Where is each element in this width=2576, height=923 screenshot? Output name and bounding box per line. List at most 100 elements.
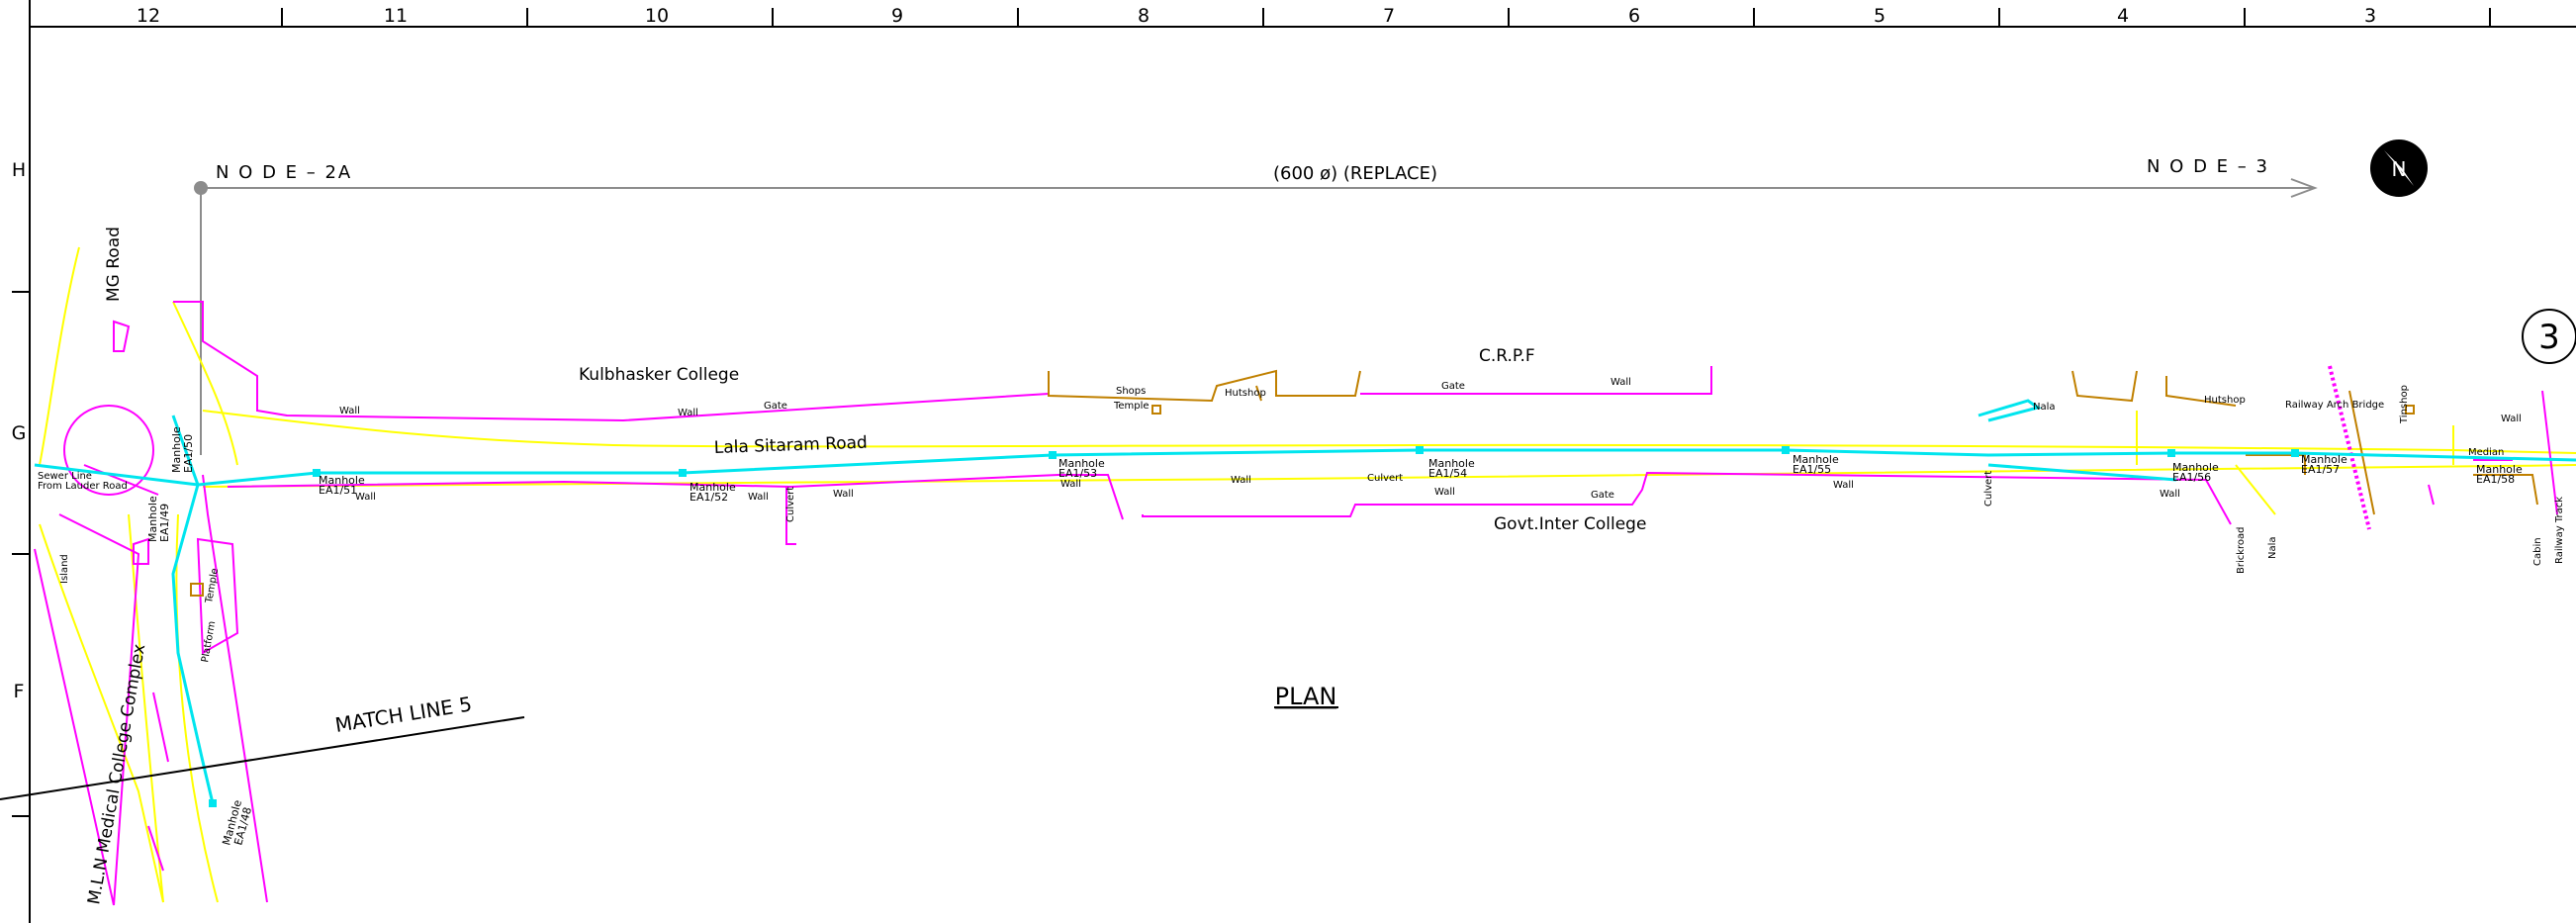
brickroad-label: Brickroad (2236, 526, 2247, 574)
manhole-name: Manhole (1058, 457, 1105, 470)
column-label: 10 (645, 5, 669, 27)
sewer-line-label: Sewer Line (38, 471, 92, 482)
wall-label: Wall (339, 406, 360, 416)
nala-label: Nala (2267, 536, 2278, 559)
culvert-label: Culvert (785, 487, 796, 522)
sheet-number-circle (2522, 309, 2576, 364)
wall-label: Wall (1610, 377, 1631, 388)
kulbhasker-label: Kulbhasker College (579, 365, 739, 385)
row-label: H (12, 159, 26, 181)
border-row-labels: H G F (12, 159, 27, 702)
wall-label: Wall (748, 492, 769, 503)
gate-label: Gate (764, 401, 787, 412)
manhole-name: Manhole (146, 496, 159, 542)
start-node-label: N O D E – 2A (216, 162, 352, 183)
manhole-id: EA1/51 (319, 484, 357, 497)
mg-road-label: MG Road (104, 227, 124, 302)
median-label: Median (2468, 447, 2504, 458)
sheet-border (12, 0, 2576, 923)
railway-track-label: Railway Track (2554, 497, 2565, 564)
culvert-label: Culvert (1983, 471, 1994, 507)
crpf-label: C.R.P.F (1479, 346, 1535, 366)
node-point (194, 181, 208, 195)
sheet-number: 3 (2538, 318, 2560, 357)
hutshop-label: Hutshop (1225, 388, 1266, 399)
svg-text:N: N (2392, 157, 2407, 181)
shops-label: Shops (1116, 386, 1146, 397)
manhole-marker (679, 469, 687, 477)
column-label: 3 (2364, 5, 2376, 27)
column-label: 6 (1628, 5, 1640, 27)
view-title: PLAN (1275, 683, 1337, 710)
manhole-name: Manhole (2301, 453, 2347, 466)
manhole-marker (2291, 449, 2299, 457)
row-label: G (12, 422, 27, 444)
manhole-name: Manhole (319, 474, 365, 487)
govt-inter-label: Govt.Inter College (1494, 514, 1646, 534)
manhole-id: EA1/57 (2301, 463, 2340, 476)
nala-label: Nala (2033, 402, 2056, 413)
manhole-name: Manhole (170, 426, 183, 473)
pipeline-arrow (194, 178, 2318, 455)
manhole-name: Manhole (2172, 461, 2219, 474)
manhole-id: EA1/58 (2476, 473, 2515, 486)
manhole-marker (1416, 446, 1424, 454)
railway-track (2328, 365, 2371, 530)
lala-sitaram-label: Lala Sitaram Road (713, 433, 868, 458)
column-label: 12 (137, 5, 160, 27)
border-column-labels: 12 11 10 9 8 7 6 5 4 3 (137, 5, 2376, 27)
column-label: 11 (384, 5, 408, 27)
feature-labels: Wall Wall Gate Shops Temple Hutshop Gate… (38, 377, 2565, 664)
manhole-id: EA1/56 (2172, 471, 2211, 484)
manhole-marker (1049, 451, 1057, 459)
manhole-marker (2167, 449, 2175, 457)
manhole-id: EA1/55 (1793, 463, 1831, 476)
wall-label: Wall (2501, 414, 2522, 424)
wall-label: Wall (1231, 475, 1251, 486)
manhole-name: Manhole (690, 481, 736, 494)
cabin-label: Cabin (2532, 537, 2543, 566)
column-label: 7 (1383, 5, 1395, 27)
island-label: Island (59, 554, 70, 584)
structures (190, 369, 2538, 597)
wall-label: Wall (678, 408, 698, 418)
culvert-label: Culvert (1367, 473, 1403, 484)
column-label: 8 (1138, 5, 1150, 27)
manhole-marker (313, 469, 321, 477)
wall-label: Wall (2160, 489, 2180, 500)
gate-label: Gate (1591, 490, 1614, 501)
wall-label: Wall (1833, 480, 1854, 491)
match-line-label: MATCH LINE 5 (333, 692, 474, 737)
walls (34, 301, 2558, 906)
manhole-id: EA1/54 (1428, 467, 1467, 480)
railway-arch-label: Railway Arch Bridge (2285, 400, 2384, 411)
column-label: 4 (2117, 5, 2129, 27)
manhole-id: EA1/49 (158, 504, 171, 542)
row-label: F (14, 681, 25, 702)
tinshop-label: Tinshop (2399, 385, 2410, 424)
manhole-name: Manhole (2476, 463, 2523, 476)
road-edges (39, 246, 2576, 903)
wall-label: Wall (833, 489, 854, 500)
column-label: 5 (1874, 5, 1886, 27)
manhole-marker (209, 799, 217, 807)
wall-label: Wall (355, 492, 376, 503)
wall-label: Wall (1434, 487, 1455, 498)
temple-label: Temple (1113, 401, 1150, 412)
gate-label: Gate (1441, 381, 1465, 392)
manhole-id: EA1/53 (1058, 467, 1097, 480)
column-label: 9 (891, 5, 903, 27)
sewer-line-label-2: From Lauder Road (38, 481, 128, 492)
hutshop-label: Hutshop (2204, 395, 2246, 406)
manhole-name: Manhole (1793, 453, 1839, 466)
match-line (0, 716, 525, 800)
north-arrow-icon: N (2370, 139, 2428, 197)
wall-label: Wall (1060, 479, 1081, 490)
pipe-spec-label: (600 ø) (REPLACE) (1273, 163, 1437, 184)
manhole-markers (209, 446, 2299, 807)
manhole-id: EA1/52 (690, 491, 728, 504)
manhole-id: EA1/50 (182, 434, 195, 473)
end-node-label: N O D E – 3 (2147, 156, 2269, 177)
